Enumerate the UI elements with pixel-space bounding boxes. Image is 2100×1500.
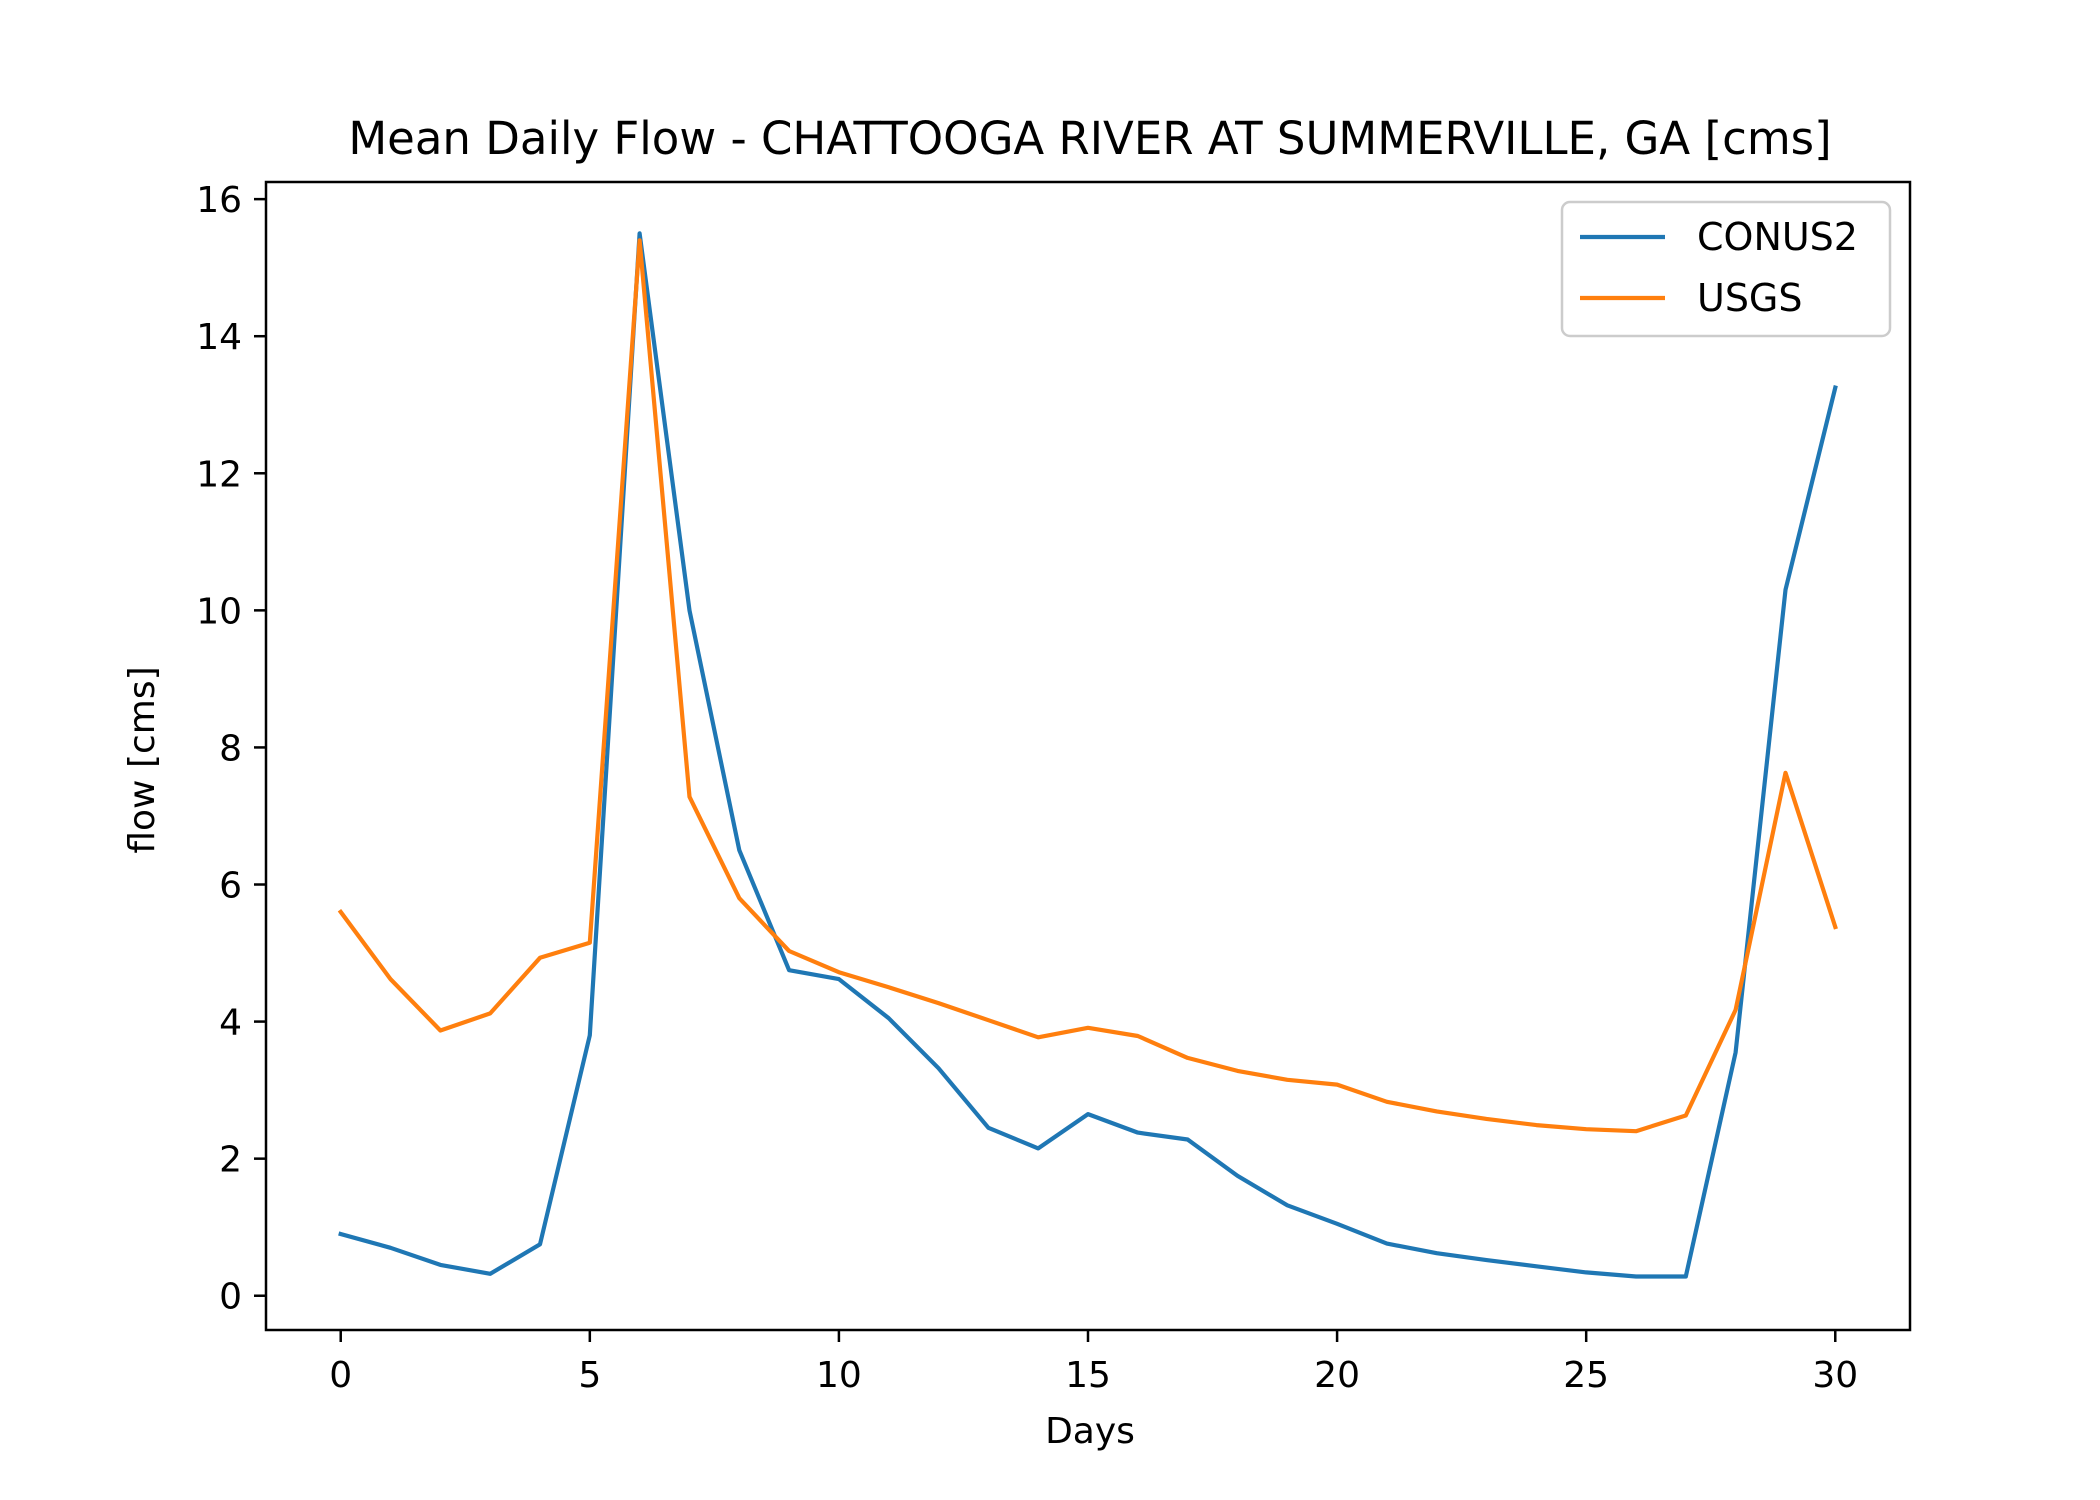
series-line-conus2 xyxy=(338,231,1838,1279)
x-axis: 0 5 10 15 20 25 30 xyxy=(329,1330,1858,1396)
x-tick-label: 20 xyxy=(1314,1355,1360,1396)
x-tick-label: 25 xyxy=(1563,1355,1609,1396)
x-tick-label: 15 xyxy=(1065,1355,1111,1396)
x-axis-label: Days xyxy=(1045,1411,1135,1452)
chart-title: Mean Daily Flow - CHATTOOGA RIVER AT SUM… xyxy=(348,112,1831,165)
y-tick-label: 4 xyxy=(219,1003,242,1044)
legend: CONUS2 USGS xyxy=(1560,200,1892,338)
y-axis: 0 2 4 6 8 10 12 14 16 xyxy=(196,180,266,1318)
y-tick-label: 0 xyxy=(219,1277,242,1318)
x-tick-label: 30 xyxy=(1812,1355,1858,1396)
y-tick-label: 14 xyxy=(196,317,242,358)
legend-label-conus2: CONUS2 xyxy=(1697,215,1858,259)
plot-frame xyxy=(264,180,1912,1332)
y-tick-label: 6 xyxy=(219,866,242,907)
legend-label-usgs: USGS xyxy=(1697,276,1803,320)
y-tick-label: 2 xyxy=(219,1140,242,1181)
x-tick-label: 10 xyxy=(816,1355,862,1396)
x-tick-label: 5 xyxy=(578,1355,601,1396)
series-line-usgs xyxy=(337,238,1838,1134)
y-tick-label: 16 xyxy=(196,180,242,221)
series-lines xyxy=(337,231,1838,1279)
y-tick-label: 10 xyxy=(196,591,242,632)
y-tick-label: 8 xyxy=(219,728,242,769)
x-tick-label: 0 xyxy=(329,1355,352,1396)
y-axis-label: flow [cms] xyxy=(122,666,163,853)
y-tick-label: 12 xyxy=(196,454,242,495)
